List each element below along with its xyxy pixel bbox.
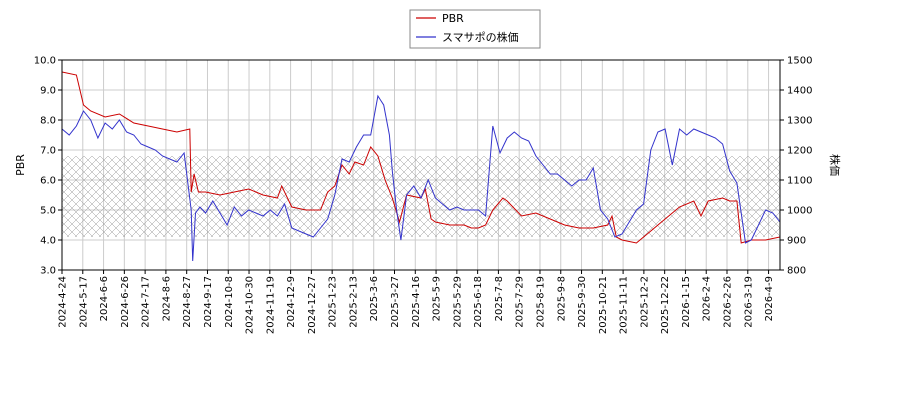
x-tick-label: 2025-7-29 [515, 276, 526, 328]
x-tick-label: 2025-12-2 [639, 276, 650, 328]
right-axis: 800 900 1000 1100 1200 1300 1400 1500 [780, 56, 812, 277]
right-tick-label: 1300 [787, 116, 812, 127]
left-tick-label: 6.0 [40, 176, 56, 187]
stock-price-line [62, 94, 780, 262]
x-tick-label: 2025-5-29 [452, 276, 463, 328]
x-tick-label: 2024-10-30 [245, 276, 256, 334]
x-tick-label: 2025-6-18 [473, 276, 484, 328]
right-tick-label: 800 [787, 266, 806, 277]
plot-frame [61, 59, 781, 271]
x-tick-label: 2024-8-6 [161, 276, 172, 321]
x-tick-label: 2026-4-9 [764, 276, 775, 321]
x-tick-label: 2025-3-6 [369, 276, 380, 321]
left-tick-label: 3.0 [40, 266, 56, 277]
left-tick-label: 5.0 [40, 206, 56, 217]
x-tick-label: 2026-3-19 [743, 276, 754, 328]
left-tick-label: 7.0 [40, 146, 56, 157]
x-tick-label: 2025-11-11 [619, 276, 630, 334]
series-lines [62, 71, 780, 262]
pbr-line [62, 71, 780, 244]
x-tick-label: 2025-4-16 [411, 276, 422, 328]
reference-band [62, 156, 780, 237]
x-tick-label: 2025-9-8 [556, 276, 567, 321]
right-tick-label: 900 [787, 236, 806, 247]
x-tick-label: 2024-11-19 [265, 276, 276, 334]
right-tick-label: 1200 [787, 146, 812, 157]
x-tick-label: 2024-12-9 [286, 276, 297, 328]
right-tick-label: 1100 [787, 176, 812, 187]
x-tick-label: 2025-7-8 [494, 276, 505, 321]
x-tick-label: 2024-6-26 [120, 276, 131, 328]
x-tick-label: 2026-2-4 [702, 276, 713, 321]
x-tick-label: 2025-10-21 [598, 276, 609, 334]
x-tick-label: 2025-12-22 [660, 276, 671, 334]
x-tick-label: 2026-2-26 [723, 276, 734, 328]
left-tick-label: 9.0 [40, 86, 56, 97]
x-tick-label: 2026-1-15 [681, 276, 692, 328]
x-tick-label: 2025-1-23 [328, 276, 339, 328]
left-tick-label: 4.0 [40, 236, 56, 247]
x-tick-label: 2024-12-27 [307, 276, 318, 334]
right-tick-label: 1500 [787, 56, 812, 67]
legend: PBR スマサポの株価 [409, 9, 541, 49]
right-axis-label: 株価 [828, 154, 842, 176]
x-tick-label: 2024-7-17 [141, 276, 152, 328]
right-tick-label: 1000 [787, 206, 812, 217]
legend-label-pbr: PBR [442, 12, 464, 25]
legend-label-price: スマサポの株価 [442, 30, 519, 44]
x-tick-label: 2024-9-17 [203, 276, 214, 328]
x-tick-label: 2024-10-8 [224, 276, 235, 328]
left-axis-label: PBR [14, 154, 27, 176]
left-tick-label: 10.0 [34, 56, 56, 67]
x-axis: 2024-4-24 2024-5-17 2024-6-6 2024-6-26 2024-… [58, 270, 775, 334]
x-tick-label: 2025-8-19 [535, 276, 546, 328]
left-tick-label: 8.0 [40, 116, 56, 127]
x-tick-label: 2025-5-9 [432, 276, 443, 321]
legend-box [409, 9, 541, 49]
x-tick-label: 2025-9-30 [577, 276, 588, 328]
x-tick-label: 2024-5-17 [78, 276, 89, 328]
left-axis: 3.0 4.0 5.0 6.0 7.0 8.0 9.0 10.0 [34, 56, 62, 277]
x-tick-label: 2024-6-6 [99, 276, 110, 321]
x-tick-label: 2025-3-27 [390, 276, 401, 328]
x-tick-label: 2024-4-24 [58, 276, 69, 328]
right-tick-label: 1400 [787, 86, 812, 97]
x-tick-label: 2024-8-27 [182, 276, 193, 328]
x-tick-label: 2025-2-13 [348, 276, 359, 328]
